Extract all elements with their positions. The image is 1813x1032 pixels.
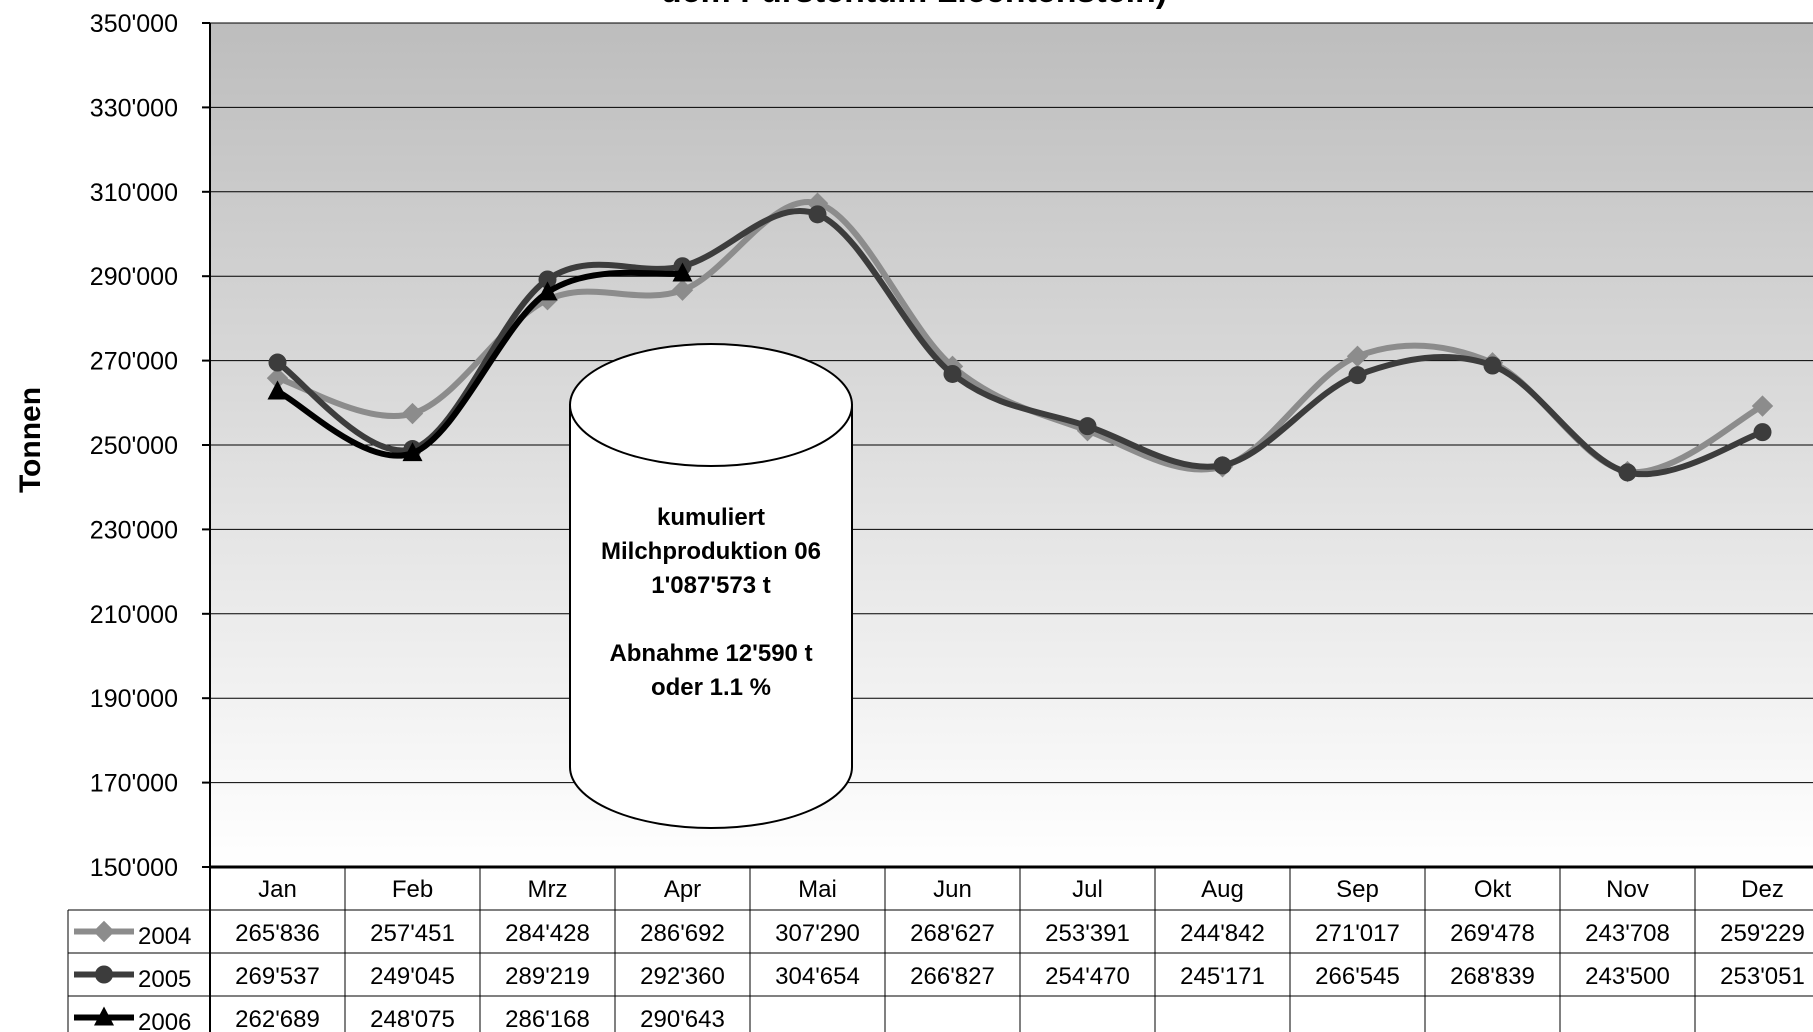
x-tick-label: Jul — [1072, 876, 1103, 903]
table-cell: 290'643 — [640, 1006, 725, 1032]
data-point-2005 — [1348, 366, 1367, 385]
legend-key-2006 — [74, 1006, 134, 1026]
data-point-2005 — [943, 364, 962, 383]
x-tick-label: Mai — [798, 876, 837, 903]
x-tick-label: Okt — [1474, 876, 1512, 903]
table-cell: 286'168 — [505, 1006, 590, 1032]
x-tick-label: Jan — [258, 876, 297, 903]
table-cell: 253'391 — [1045, 920, 1130, 947]
data-point-2005 — [268, 353, 287, 372]
table-cell: 259'229 — [1720, 920, 1805, 947]
table-cell: 292'360 — [640, 963, 725, 990]
table-cell: 289'219 — [505, 963, 590, 990]
x-tick-label: Sep — [1336, 876, 1379, 903]
cylinder-top — [569, 343, 853, 467]
data-point-2006 — [402, 442, 423, 462]
table-cell: 265'836 — [235, 920, 320, 947]
table-cell: 271'017 — [1315, 920, 1400, 947]
y-tick-label: 270'000 — [90, 348, 178, 376]
table-cell: 244'842 — [1180, 920, 1265, 947]
y-tick-label: 290'000 — [90, 263, 178, 291]
legend-label: 2005 — [138, 966, 191, 993]
y-tick-label: 310'000 — [90, 179, 178, 207]
x-tick-label: Feb — [392, 876, 433, 903]
data-point-2004 — [1751, 395, 1774, 417]
series-lines — [266, 192, 1774, 483]
table-cell: 245'171 — [1180, 963, 1265, 990]
series-2005 — [268, 205, 1772, 482]
y-tick-label: 150'000 — [90, 854, 178, 882]
series-2006 — [267, 262, 693, 462]
table-cell: 268'839 — [1450, 963, 1535, 990]
table-cell: 254'470 — [1045, 963, 1130, 990]
table-cell: 248'075 — [370, 1006, 455, 1032]
data-point-2005 — [1213, 456, 1232, 475]
x-tick-label: Jun — [933, 876, 972, 903]
table-cell: 257'451 — [370, 920, 455, 947]
legend-label: 2004 — [138, 923, 191, 950]
chart-title: dem Fürstentum Liechtenstein) — [661, 0, 1167, 10]
legend-marker — [93, 920, 115, 943]
annotation-cylinder: kumuliert Milchproduktion 06 1'087'573 t Ab… — [569, 343, 853, 829]
x-tick-label: Apr — [664, 876, 701, 903]
data-point-2004 — [401, 402, 424, 425]
table-cell: 307'290 — [775, 920, 860, 947]
data-point-2004 — [671, 279, 694, 301]
cylinder-body — [569, 404, 853, 829]
annotation-line: 1'087'573 t — [651, 572, 771, 599]
table-cell: 266'545 — [1315, 963, 1400, 990]
y-axis-ticks: 150'000 170'000 190'000 210'000 230'000 250'0… — [90, 10, 211, 882]
table-cell: 284'428 — [505, 920, 590, 947]
table-cell: 249'045 — [370, 963, 455, 990]
y-tick-label: 190'000 — [90, 685, 178, 713]
legend-marker — [94, 1006, 114, 1026]
data-point-2005 — [1078, 417, 1097, 436]
table-cell: 262'689 — [235, 1006, 320, 1032]
table-cell: 269'478 — [1450, 920, 1535, 947]
annotation-line: oder 1.1 % — [651, 674, 771, 701]
y-axis-label: Tonnen — [14, 387, 47, 493]
table-cell: 304'654 — [775, 963, 860, 990]
table-cell: 286'692 — [640, 920, 725, 947]
annotation-line: Milchproduktion 06 — [601, 538, 821, 565]
data-point-2005 — [1483, 356, 1502, 375]
data-point-2005 — [808, 205, 827, 224]
table-cell: 243'708 — [1585, 920, 1670, 947]
data-point-2006 — [537, 281, 558, 301]
x-tick-label: Nov — [1606, 876, 1649, 903]
x-tick-label: Aug — [1201, 876, 1244, 903]
annotation-line: Abnahme 12'590 t — [609, 640, 812, 667]
y-tick-label: 330'000 — [90, 94, 178, 122]
legend-marker — [95, 965, 113, 984]
data-table: Jan Feb Mrz Apr Mai Jun Jul Aug Sep Okt Nov Dez 2004… — [67, 865, 1813, 1032]
series-line-2005 — [274, 208, 1766, 478]
data-point-2005 — [1753, 423, 1772, 442]
y-tick-label: 250'000 — [90, 432, 178, 460]
table-cell: 243'500 — [1585, 963, 1670, 990]
legend-key-2005 — [74, 965, 134, 984]
annotation-line: kumuliert — [657, 504, 765, 531]
data-point-2005 — [538, 270, 557, 289]
table-cell: 266'827 — [910, 963, 995, 990]
y-tick-label: 350'000 — [90, 10, 178, 38]
legend-key-2004 — [74, 920, 134, 943]
table-cell: 269'537 — [235, 963, 320, 990]
x-tick-label: Mrz — [528, 876, 568, 903]
y-tick-label: 230'000 — [90, 516, 178, 544]
y-tick-label: 210'000 — [90, 601, 178, 629]
data-point-2006 — [267, 380, 288, 400]
series-line-2006 — [274, 269, 686, 459]
table-cell: 253'051 — [1720, 963, 1805, 990]
table-cell: 268'627 — [910, 920, 995, 947]
data-point-2006 — [672, 262, 693, 282]
x-tick-label: Dez — [1741, 876, 1784, 903]
legend-label: 2006 — [138, 1009, 191, 1032]
data-point-2005 — [1618, 463, 1637, 482]
y-tick-label: 170'000 — [90, 770, 178, 798]
grid-lines — [210, 22, 1813, 868]
